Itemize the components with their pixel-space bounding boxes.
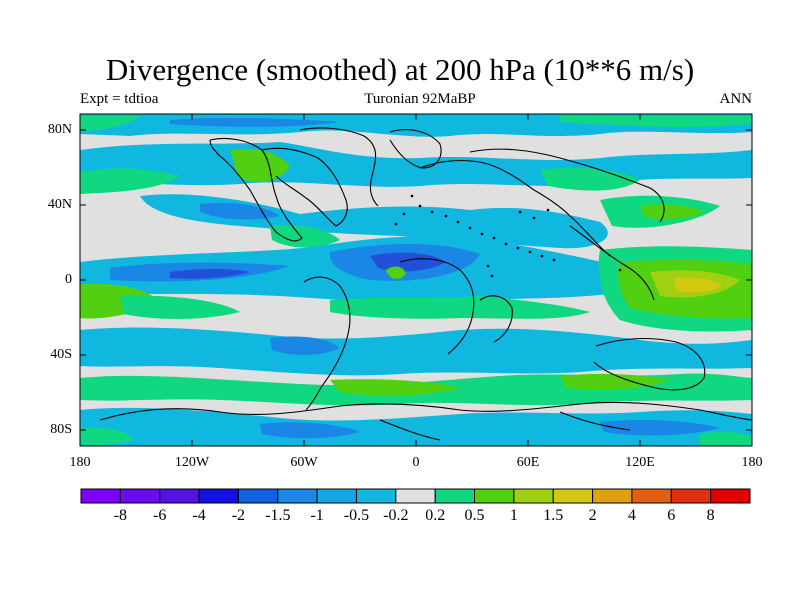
lat-label-40s: 40S [50, 347, 72, 362]
lat-label-0: 0 [65, 272, 72, 287]
pos-region-north-east [540, 167, 640, 191]
pos-region-north-mid [230, 148, 290, 182]
colorbar-label: -4 [192, 507, 206, 524]
pos-region-south-east-core [560, 373, 670, 390]
pos-region-equator-west-2 [120, 295, 240, 319]
period-label: Turonian 92MaBP [364, 91, 476, 107]
colorbar-swatch [710, 488, 751, 504]
lon-label-60w: 60W [290, 455, 318, 470]
neg-region-antarctic-core [260, 422, 360, 439]
pos-region-east-40n-core [640, 204, 704, 220]
coast-asia-north [469, 148, 665, 223]
colorbar-label: 2 [588, 507, 597, 524]
experiment-label: Expt = tdtioa [80, 91, 159, 107]
colorbar-label: 4 [627, 507, 636, 524]
lat-label-80n: 80N [47, 122, 72, 137]
pos-region-atlantic-40n [270, 224, 340, 248]
coast-south-america [303, 276, 351, 411]
neg-region-south-band [80, 327, 752, 376]
coast-australia [593, 337, 706, 391]
coast-africa [399, 258, 475, 355]
colorbar-label: -0.5 [343, 507, 370, 524]
colorbar-label: -2 [231, 507, 246, 524]
pos-region-south-band-core [330, 379, 460, 396]
colorbar-label: -1.5 [265, 507, 291, 524]
colorbar-swatch [277, 488, 318, 504]
colorbar-label: 6 [667, 507, 676, 524]
colorbar-swatch [237, 488, 279, 504]
colorbar-swatch [159, 488, 200, 504]
pos-region-north-left [80, 168, 180, 194]
coast-arctic-north [299, 127, 379, 207]
pos-region-south-mid [330, 296, 590, 319]
coast-greenland [389, 129, 442, 169]
coast-asia-east [569, 225, 655, 301]
colorbar-swatch [395, 488, 436, 504]
lon-label-0: 0 [412, 455, 420, 470]
colorbar-label: 8 [706, 507, 715, 524]
colorbar-label: 1.5 [543, 507, 564, 524]
coast-europe [419, 160, 611, 257]
colorbar-swatch [552, 488, 594, 504]
lon-label-120e: 120E [625, 455, 655, 470]
lon-label-120w: 120W [174, 455, 210, 470]
colorbar-swatch [631, 488, 672, 504]
colorbar-swatch [198, 488, 239, 504]
colorbar-swatch [434, 488, 476, 504]
colorbar-swatch [80, 488, 121, 504]
islands [394, 194, 622, 278]
colorbar-label: 1 [509, 507, 518, 524]
pos-region-arctic-left [80, 116, 140, 132]
lon-label-60e: 60E [516, 455, 540, 470]
pos-region-arctic-right [560, 116, 752, 128]
pos-region-equator-east-peak [674, 277, 722, 293]
neg-region-tropics-peak [170, 269, 250, 279]
colorbar [80, 488, 751, 504]
pos-region-central-spot [386, 266, 406, 279]
colorbar-label: -6 [153, 507, 167, 524]
coastlines [99, 127, 752, 441]
coast-antarctica-inner [379, 411, 631, 441]
colorbar-label: 0.2 [425, 507, 446, 524]
divergence-field [80, 114, 752, 446]
colorbar-swatch [592, 488, 633, 504]
neg-region-arctic-inner [170, 117, 340, 127]
colorbar-swatch [316, 488, 357, 504]
page-title: Divergence (smoothed) at 200 hPa (10**6 … [105, 52, 695, 87]
coast-antarctica [99, 401, 752, 421]
colorbar-label: -0.2 [383, 507, 409, 524]
neg-region-south-core [270, 336, 340, 355]
colorbar-swatch [355, 488, 397, 504]
colorbar-label: 0.5 [464, 507, 485, 524]
coast-north-america-east [261, 147, 348, 227]
coast-north-america [209, 137, 303, 242]
neg-region-central-peak [370, 252, 446, 272]
neg-region-antarctic [80, 407, 752, 446]
colorbar-label: -1 [310, 507, 324, 524]
lat-label-80s: 80S [50, 422, 72, 437]
neg-region-antarctic-east [600, 420, 720, 436]
season-label: ANN [719, 91, 753, 107]
colorbar-swatch [474, 488, 515, 504]
colorbar-swatch [513, 488, 554, 504]
lon-label-180w: 180 [69, 455, 91, 470]
neg-region-midlat-core [200, 202, 280, 220]
axis-ticks [80, 114, 752, 446]
lat-label-40n: 40N [47, 197, 72, 212]
coast-india-madagascar [479, 295, 513, 343]
lon-label-180e: 180 [741, 455, 763, 470]
colorbar-swatch [119, 488, 161, 504]
colorbar-label: -8 [113, 507, 128, 524]
colorbar-swatch [670, 488, 712, 504]
